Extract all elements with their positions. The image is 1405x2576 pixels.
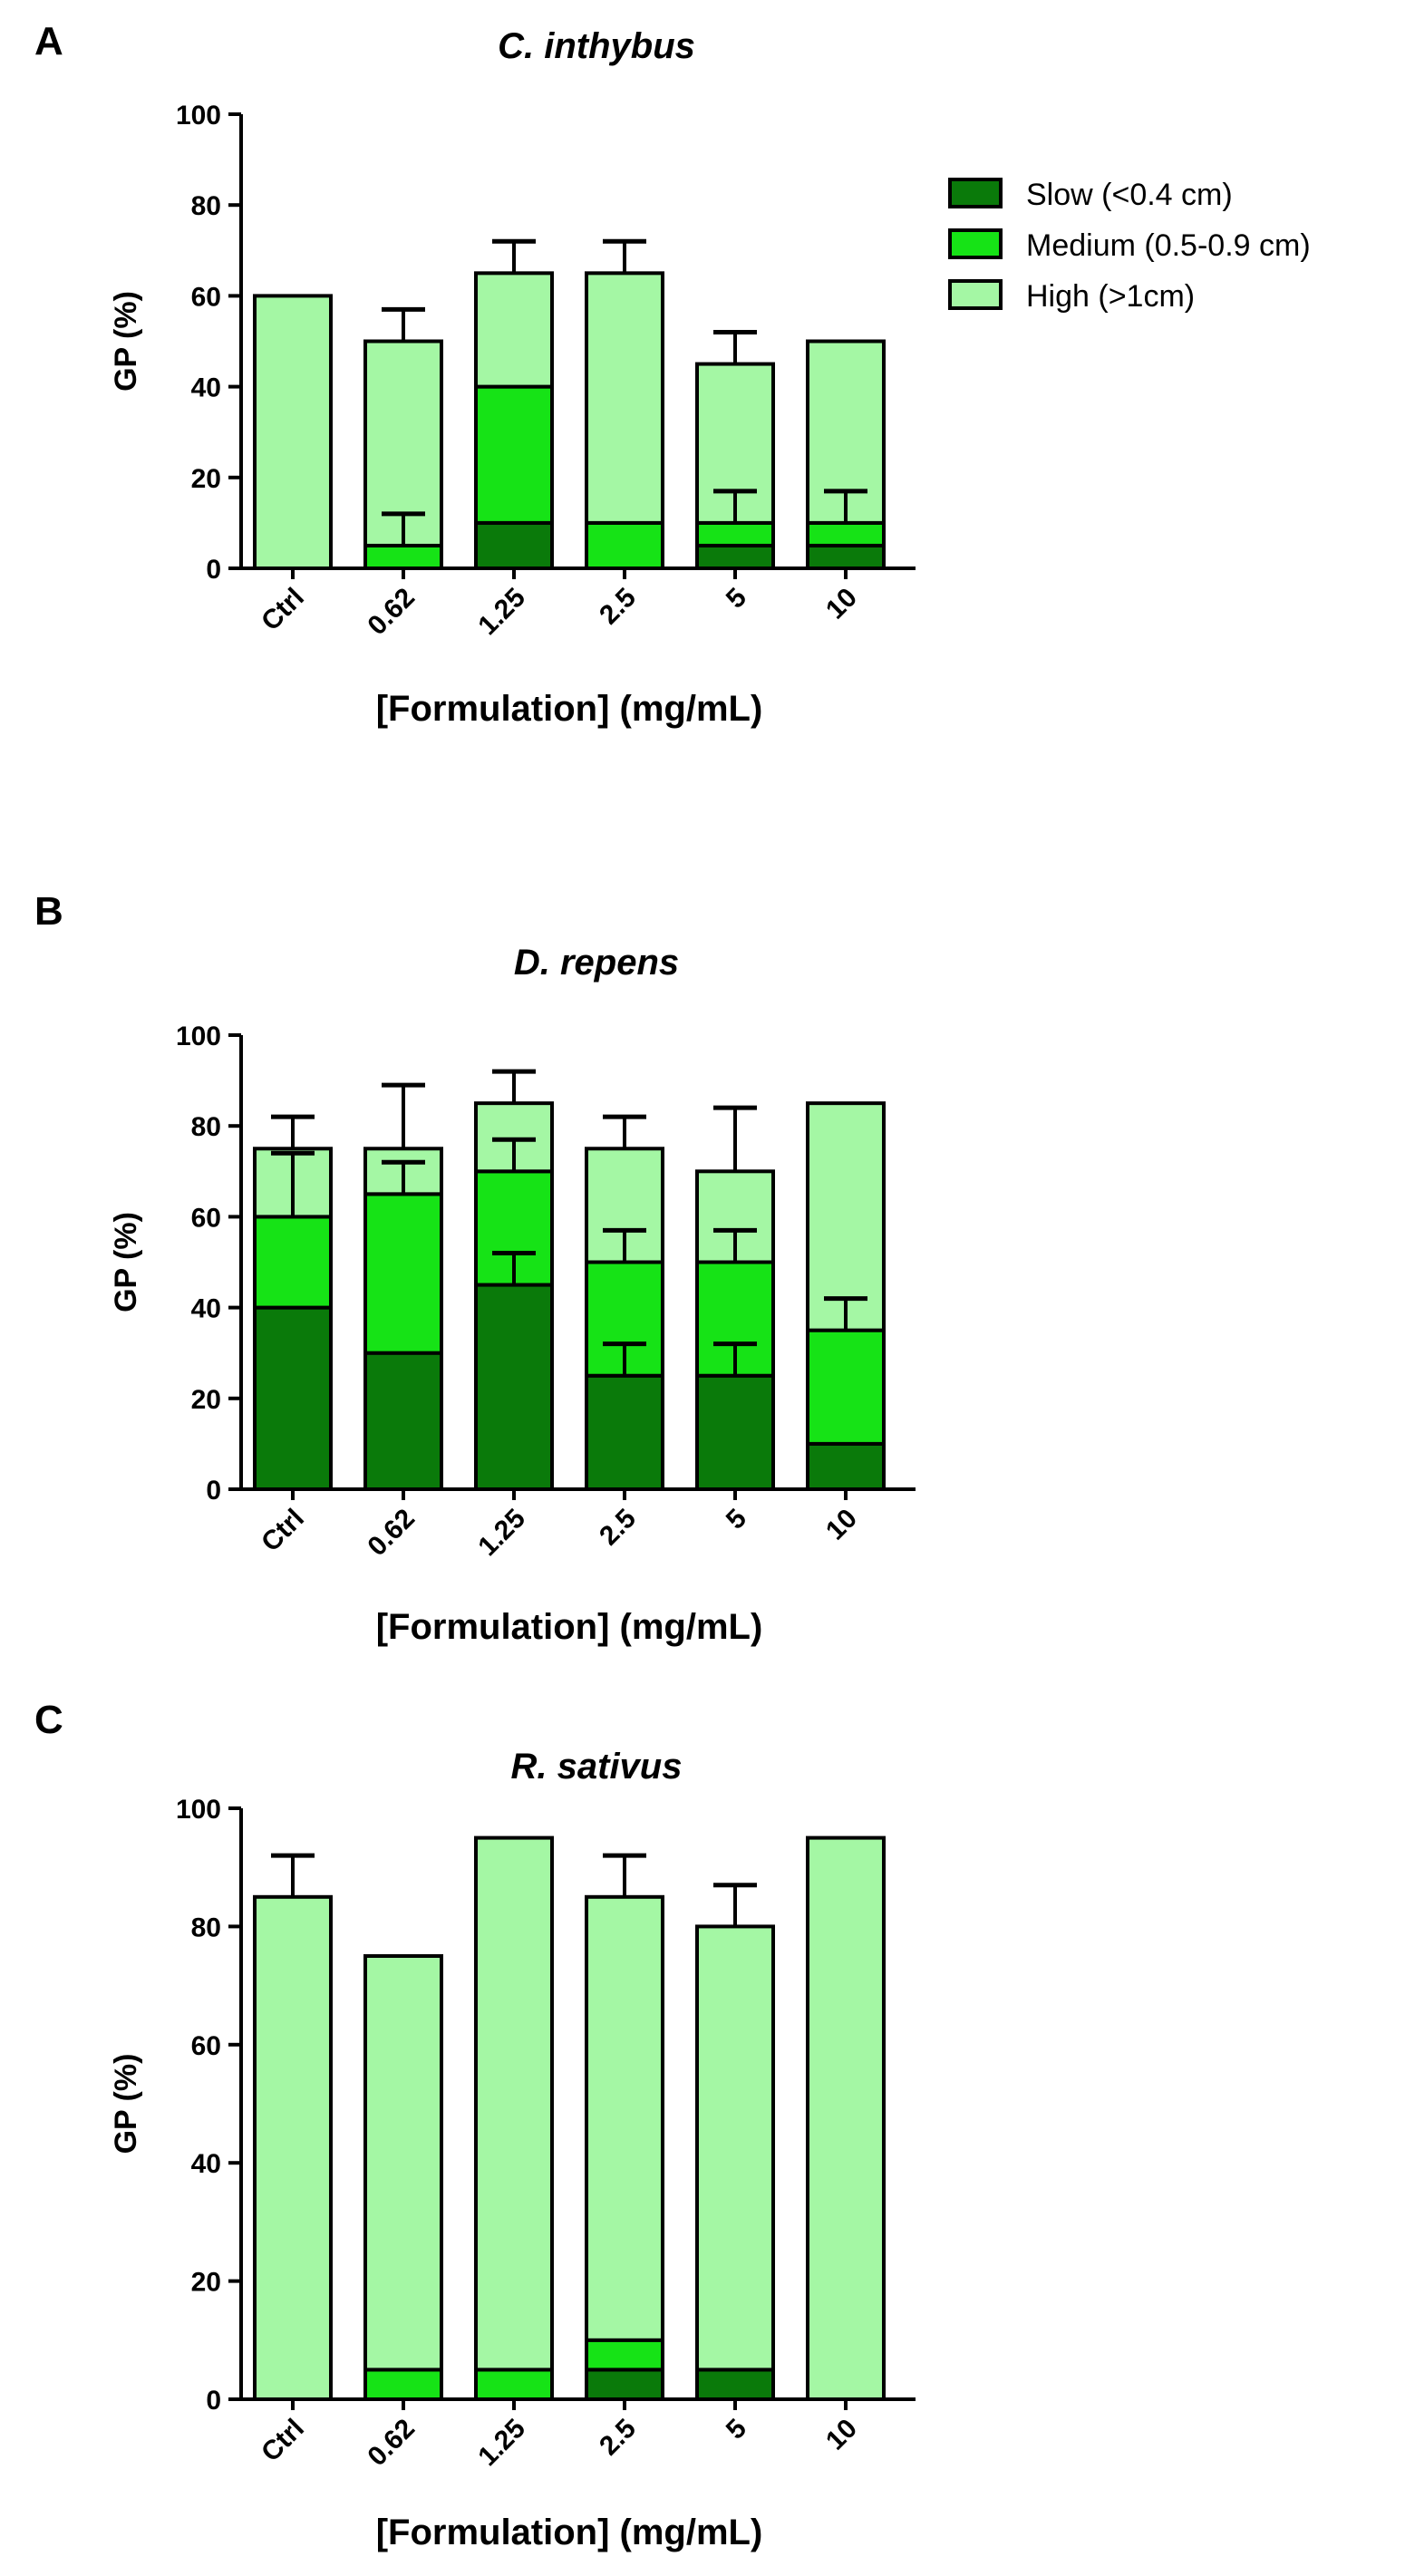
y-tick-label: 0 <box>206 1476 221 1506</box>
bar-segment-medium <box>363 1192 443 1355</box>
bar-segment-medium <box>363 2368 443 2401</box>
y-tick-label: 40 <box>191 373 221 403</box>
bar-segment-medium <box>474 2368 554 2401</box>
y-tick-label: 20 <box>191 2268 221 2298</box>
bar-segment-slow <box>363 1351 443 1491</box>
panel-title: D. repens <box>514 943 679 983</box>
bar-segment-high <box>806 1835 886 2401</box>
y-tick-label: 100 <box>176 1795 221 1825</box>
bar-segment-high <box>253 1894 333 2402</box>
bar-segment-medium <box>474 384 554 525</box>
x-tick-label: 2.5 <box>594 583 642 631</box>
x-tick-label: 0.62 <box>362 1504 421 1563</box>
x-tick-label: Ctrl <box>256 2414 310 2468</box>
panel-title: R. sativus <box>511 1747 683 1787</box>
bar-segment-slow <box>585 1373 664 1491</box>
legend-swatch <box>948 279 1003 310</box>
bar-segment-high <box>363 1954 443 2372</box>
y-axis-label: GP (%) <box>109 291 143 392</box>
x-tick-label: 5 <box>721 1504 752 1535</box>
bar-segment-medium <box>363 543 443 571</box>
x-tick-label: 1.25 <box>472 1504 531 1563</box>
bar-segment-medium <box>585 520 664 571</box>
x-tick-label: 2.5 <box>594 1504 642 1552</box>
y-tick-label: 80 <box>191 1112 221 1142</box>
y-tick-label: 60 <box>191 2031 221 2061</box>
panel-letter: B <box>34 889 63 934</box>
panel-letter: C <box>34 1698 63 1742</box>
panel-A: A C. inthybus 0 20 40 60 80 100 GP (%) Ctrl 0.62 1.… <box>34 19 916 729</box>
bar-segment-medium <box>806 520 886 547</box>
bar-segment-high <box>474 1835 554 2372</box>
bar-segment-high <box>585 1894 664 2342</box>
legend-label: Slow (<0.4 cm) <box>1026 178 1233 212</box>
y-tick-label: 80 <box>191 1913 221 1942</box>
bar-segment-medium <box>806 1328 886 1446</box>
y-axis-label: GP (%) <box>109 1212 143 1312</box>
legend: Slow (<0.4 cm) Medium (0.5-0.9 cm) High (>… <box>948 178 1311 314</box>
x-tick-label: 5 <box>721 2414 752 2445</box>
y-tick-label: 80 <box>191 191 221 221</box>
x-tick-label: 2.5 <box>594 2414 642 2462</box>
x-tick-label: 10 <box>820 2414 863 2456</box>
panel-title: C. inthybus <box>498 26 695 66</box>
y-tick-label: 0 <box>206 2386 221 2416</box>
x-axis-label: [Formulation] (mg/mL) <box>376 2513 763 2552</box>
bar-segment-slow <box>806 543 886 571</box>
x-tick-label: 10 <box>820 1504 863 1546</box>
panel-C: C R. sativus 0 20 40 60 80 100 GP (%) Ctrl 0.62 1.2… <box>34 1698 916 2552</box>
legend-swatch <box>948 228 1003 259</box>
bar-segment-medium <box>585 2338 664 2372</box>
y-tick-label: 0 <box>206 555 221 585</box>
x-tick-label: 1.25 <box>472 2414 531 2473</box>
bar-segment-slow <box>695 1373 775 1491</box>
bar-segment-medium <box>253 1215 333 1310</box>
y-tick-label: 40 <box>191 2149 221 2179</box>
x-tick-label: 5 <box>721 583 752 615</box>
bar-segment-high <box>585 271 664 525</box>
y-tick-label: 60 <box>191 1203 221 1233</box>
y-tick-label: 20 <box>191 1385 221 1415</box>
bar-segment-slow <box>695 2368 775 2401</box>
legend-label: Medium (0.5-0.9 cm) <box>1026 228 1311 263</box>
y-axis-label: GP (%) <box>109 2054 143 2155</box>
x-tick-label: 0.62 <box>362 583 421 642</box>
panel-letter: A <box>34 19 63 63</box>
x-tick-label: 0.62 <box>362 2414 421 2473</box>
x-tick-label: 10 <box>820 583 863 625</box>
bar-segment-slow <box>474 520 554 571</box>
x-axis-label: [Formulation] (mg/mL) <box>376 1607 763 1647</box>
y-tick-label: 100 <box>176 1022 221 1051</box>
y-tick-label: 60 <box>191 282 221 312</box>
bar-segment-high <box>806 1101 886 1332</box>
bar-segment-slow <box>695 543 775 571</box>
panel-B: B D. repens 0 20 40 60 80 100 GP (%) Ctrl 0.62 1.25… <box>34 889 916 1647</box>
legend-label: High (>1cm) <box>1026 279 1195 314</box>
legend-swatch <box>948 178 1003 208</box>
bar-segment-high <box>474 271 554 389</box>
bar-segment-high <box>695 1924 775 2372</box>
bar-segment-slow <box>253 1305 333 1491</box>
x-tick-label: Ctrl <box>256 583 310 637</box>
y-tick-label: 100 <box>176 101 221 131</box>
bar-segment-high <box>253 294 333 570</box>
bar-segment-slow <box>806 1441 886 1492</box>
x-tick-label: 1.25 <box>472 583 531 642</box>
x-tick-label: Ctrl <box>256 1504 310 1558</box>
bar-segment-slow <box>474 1283 554 1492</box>
bar-segment-slow <box>585 2368 664 2401</box>
x-axis-label: [Formulation] (mg/mL) <box>376 689 763 729</box>
y-tick-label: 20 <box>191 464 221 494</box>
y-tick-label: 40 <box>191 1294 221 1324</box>
bar-segment-medium <box>695 520 775 547</box>
